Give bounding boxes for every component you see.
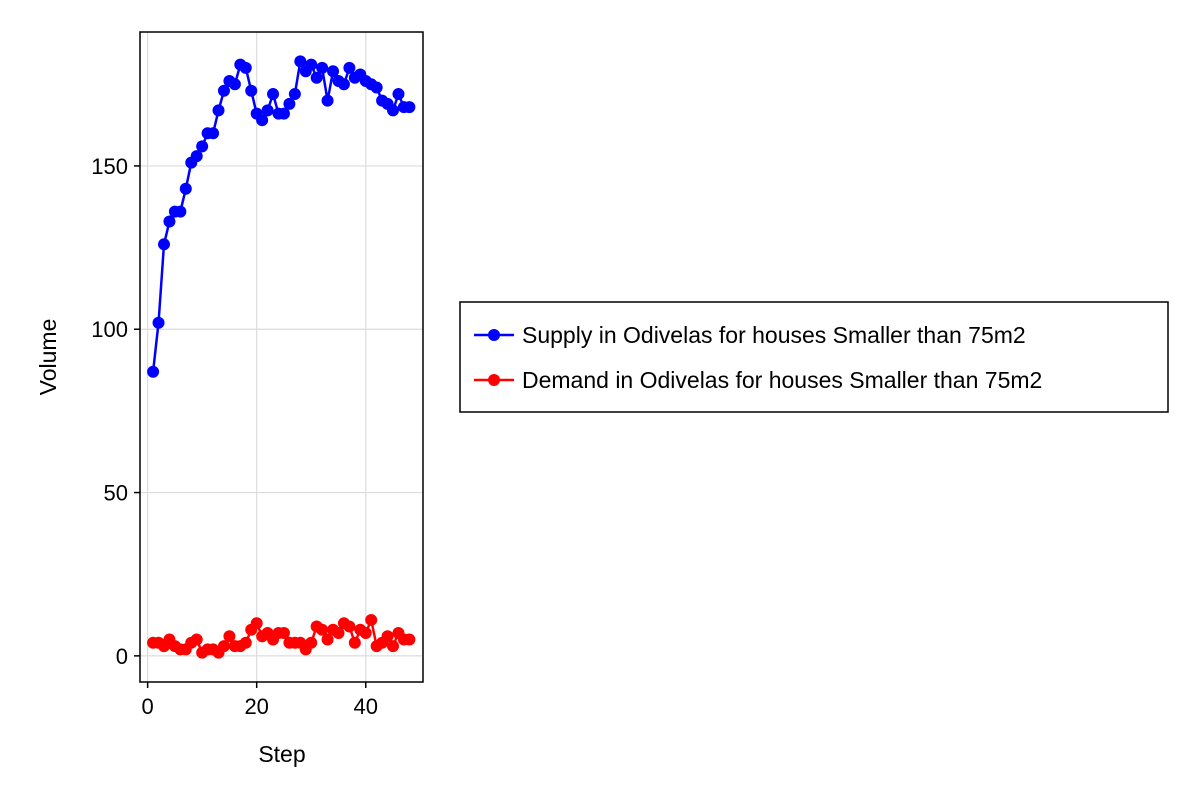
y-tick-label: 150	[91, 154, 128, 179]
data-point-supply	[163, 215, 176, 228]
x-tick-label: 0	[142, 694, 154, 719]
legend-entry-supply: Supply in Odivelas for houses Smaller th…	[474, 322, 1026, 348]
data-point-demand	[403, 633, 416, 646]
legend-label-supply: Supply in Odivelas for houses Smaller th…	[522, 322, 1026, 348]
data-point-demand	[239, 636, 252, 649]
data-point-demand	[381, 630, 394, 643]
x-tick-label: 40	[354, 694, 378, 719]
y-tick-label: 50	[104, 481, 128, 506]
data-point-supply	[343, 61, 356, 74]
data-point-supply	[305, 58, 318, 71]
axis-ticks: 0 20 40 0 50 100 150	[91, 154, 378, 719]
data-point-supply	[294, 55, 307, 68]
x-tick-label: 20	[244, 694, 268, 719]
data-point-demand	[223, 630, 236, 643]
data-point-supply	[316, 61, 329, 74]
data-point-supply	[283, 97, 296, 110]
data-point-supply	[212, 104, 225, 117]
series-line-supply	[151, 60, 410, 372]
legend: Supply in Odivelas for houses Smaller th…	[459, 301, 1169, 413]
x-axis-title: Step	[258, 741, 305, 767]
data-point-supply	[190, 150, 203, 163]
data-point-supply	[310, 71, 323, 84]
data-point-demand	[316, 623, 329, 636]
series-layer	[147, 55, 416, 659]
data-point-supply	[157, 238, 170, 251]
y-tick-label: 0	[116, 644, 128, 669]
data-point-supply	[217, 84, 230, 97]
data-point-supply	[196, 140, 209, 153]
y-tick-label: 100	[91, 317, 128, 342]
data-point-supply	[370, 81, 383, 94]
data-point-supply	[261, 104, 274, 117]
data-point-demand	[217, 640, 230, 653]
data-point-supply	[256, 114, 269, 127]
data-point-supply	[152, 316, 165, 329]
data-point-supply	[288, 88, 301, 101]
data-point-supply	[337, 78, 350, 91]
data-point-supply	[147, 365, 160, 378]
data-point-supply	[321, 94, 334, 107]
series-supply	[147, 55, 416, 378]
data-point-supply	[327, 65, 340, 78]
plot-frame	[139, 31, 424, 683]
data-point-supply	[387, 104, 400, 117]
data-point-supply	[228, 78, 241, 91]
data-point-supply	[392, 88, 405, 101]
data-point-demand	[387, 640, 400, 653]
y-axis-title: Volume	[35, 319, 61, 396]
grid	[140, 32, 423, 682]
legend-label-demand: Demand in Odivelas for houses Smaller th…	[522, 367, 1042, 393]
series-demand	[147, 613, 416, 659]
data-point-supply	[239, 61, 252, 74]
data-point-supply	[179, 182, 192, 195]
data-point-supply	[403, 101, 416, 114]
legend-box	[459, 301, 1169, 413]
data-point-demand	[365, 613, 378, 626]
data-point-demand	[277, 627, 290, 640]
legend-swatch-marker-demand	[488, 374, 500, 386]
data-point-supply	[207, 127, 220, 140]
data-point-demand	[359, 627, 372, 640]
legend-swatch-marker-supply	[488, 329, 500, 341]
data-point-demand	[250, 617, 263, 630]
data-point-demand	[190, 633, 203, 646]
data-point-supply	[245, 84, 258, 97]
legend-entry-demand: Demand in Odivelas for houses Smaller th…	[474, 367, 1042, 393]
data-point-supply	[267, 88, 280, 101]
data-point-demand	[348, 636, 361, 649]
data-point-demand	[321, 633, 334, 646]
data-point-demand	[305, 636, 318, 649]
data-point-supply	[174, 205, 187, 218]
data-point-supply	[277, 107, 290, 120]
data-point-demand	[343, 620, 356, 633]
data-point-demand	[332, 627, 345, 640]
